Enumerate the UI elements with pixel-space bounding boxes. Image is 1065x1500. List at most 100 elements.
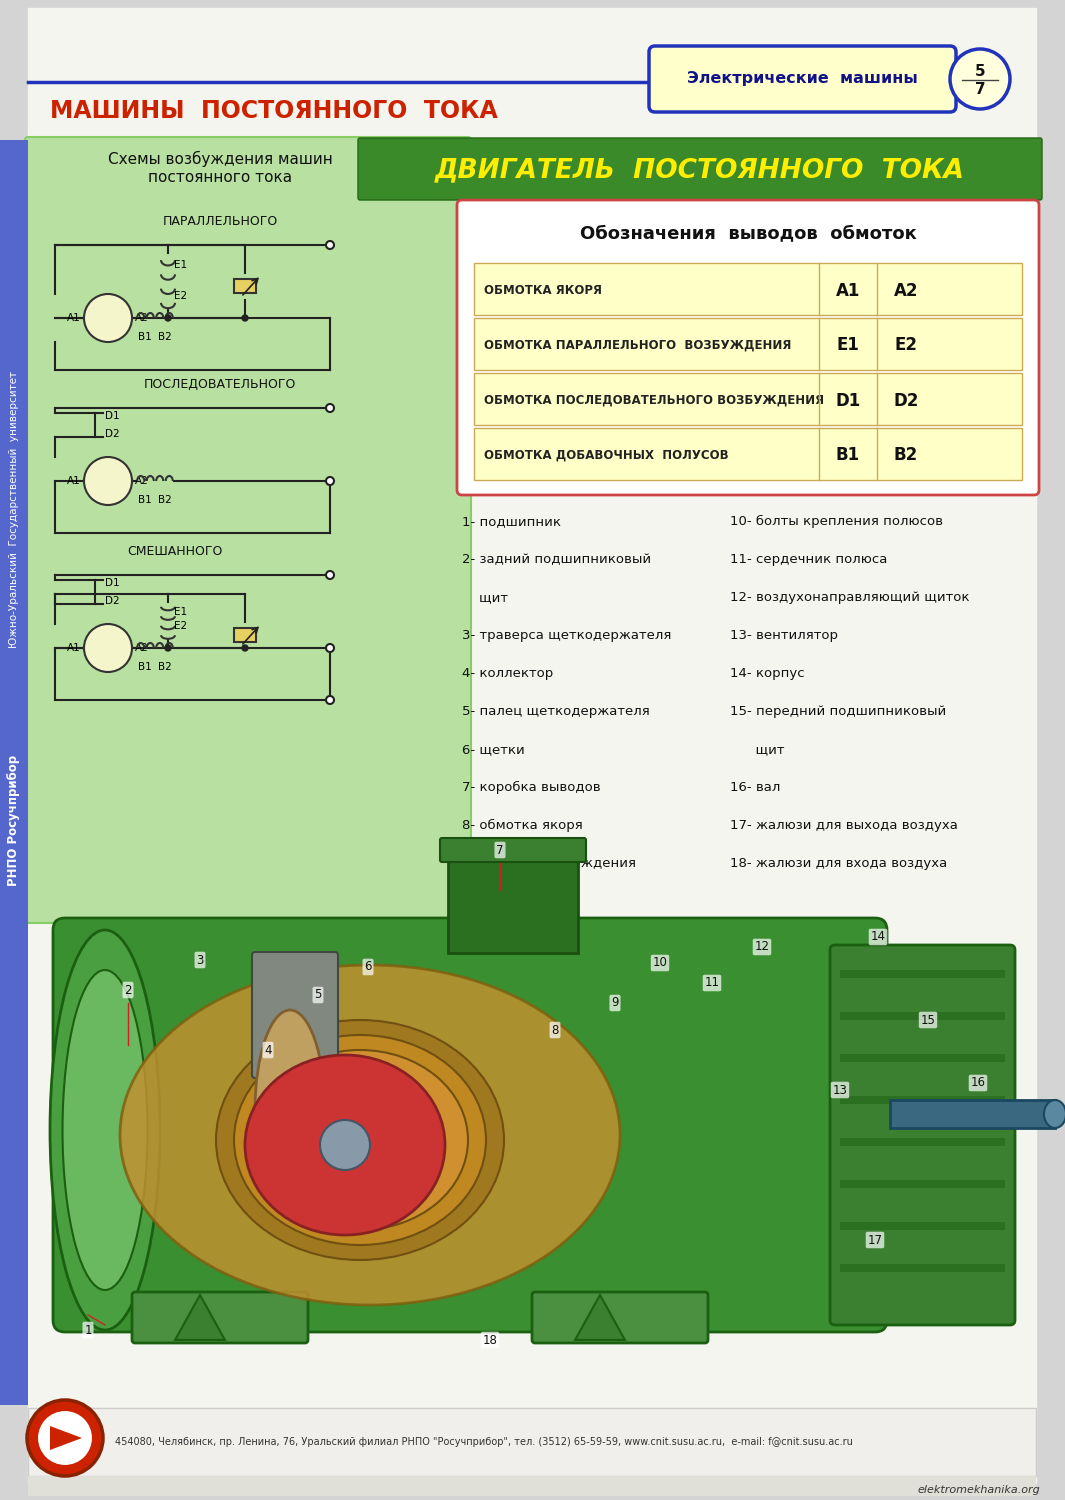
Ellipse shape: [120, 964, 620, 1305]
Text: D1: D1: [105, 411, 119, 422]
Text: 15- передний подшипниковый: 15- передний подшипниковый: [730, 705, 946, 718]
Text: B1: B1: [138, 495, 151, 506]
Text: D1: D1: [105, 578, 119, 588]
Bar: [840, 1138, 1005, 1146]
Text: 5- палец щеткодержателя: 5- палец щеткодержателя: [462, 705, 650, 718]
Circle shape: [242, 315, 248, 321]
Circle shape: [165, 645, 171, 651]
Text: 12: 12: [754, 940, 770, 954]
Text: A1: A1: [67, 476, 81, 486]
Text: В2: В2: [894, 447, 918, 465]
Bar: [474, 262, 1022, 315]
Text: 3- траверса щеткодержателя: 3- траверса щеткодержателя: [462, 628, 671, 642]
Bar: [890, 1100, 1055, 1128]
Text: 9: 9: [611, 996, 619, 1010]
Polygon shape: [175, 1294, 225, 1340]
Circle shape: [326, 696, 334, 703]
Text: E2: E2: [174, 621, 187, 632]
Text: 17: 17: [868, 1233, 883, 1246]
Bar: [0, 140, 28, 1406]
Circle shape: [326, 404, 334, 412]
Text: РНПО Росучприбор: РНПО Росучприбор: [7, 754, 20, 885]
Text: 454080, Челябинск, пр. Ленина, 76, Уральский филиал РНПО "Росучприбор", тел. (35: 454080, Челябинск, пр. Ленина, 76, Ураль…: [115, 1437, 853, 1448]
Ellipse shape: [63, 970, 147, 1290]
Text: 5: 5: [314, 988, 322, 1002]
Text: B2: B2: [158, 662, 171, 672]
Text: elektromekhanika.org: elektromekhanika.org: [917, 1485, 1041, 1496]
Bar: [448, 844, 578, 952]
Text: 4- коллектор: 4- коллектор: [462, 668, 553, 680]
Circle shape: [326, 242, 334, 249]
Text: ОБМОТКА ЯКОРЯ: ОБМОТКА ЯКОРЯ: [484, 284, 602, 297]
Bar: [474, 427, 1022, 480]
Text: 1: 1: [84, 1323, 92, 1336]
Text: В1: В1: [836, 447, 861, 465]
Text: 3: 3: [196, 954, 203, 966]
Text: E1: E1: [174, 260, 187, 270]
Text: A2: A2: [135, 314, 149, 322]
Text: A2: A2: [135, 476, 149, 486]
Ellipse shape: [216, 1020, 504, 1260]
Text: 1- подшипник: 1- подшипник: [462, 514, 561, 528]
Text: Электрические  машины: Электрические машины: [687, 72, 918, 87]
Circle shape: [326, 477, 334, 484]
Text: ПАРАЛЛЕЛЬНОГО: ПАРАЛЛЕЛЬНОГО: [162, 214, 278, 228]
Ellipse shape: [245, 1054, 445, 1234]
Text: 12- воздухонаправляющий щиток: 12- воздухонаправляющий щиток: [730, 591, 969, 604]
Text: A1: A1: [67, 314, 81, 322]
Text: 13: 13: [833, 1083, 848, 1096]
FancyBboxPatch shape: [532, 1292, 708, 1342]
FancyBboxPatch shape: [830, 945, 1015, 1324]
Circle shape: [27, 1400, 103, 1476]
Text: 8- обмотка якоря: 8- обмотка якоря: [462, 819, 583, 833]
Text: B2: B2: [158, 332, 171, 342]
Text: 4: 4: [264, 1044, 272, 1056]
Text: А1: А1: [836, 282, 861, 300]
Bar: [474, 318, 1022, 370]
Bar: [28, 1408, 1036, 1476]
Text: 7: 7: [974, 81, 985, 96]
Text: 14: 14: [870, 930, 885, 944]
Text: 5: 5: [974, 63, 985, 78]
Text: 16- вал: 16- вал: [730, 782, 781, 794]
Text: 7- коробка выводов: 7- коробка выводов: [462, 782, 601, 794]
FancyBboxPatch shape: [53, 918, 887, 1332]
Text: 18: 18: [482, 1334, 497, 1347]
Text: 8: 8: [552, 1023, 559, 1036]
Text: СМЕШАННОГО: СМЕШАННОГО: [128, 544, 223, 558]
Text: Е2: Е2: [895, 336, 918, 354]
Bar: [840, 1013, 1005, 1020]
Bar: [840, 1264, 1005, 1272]
Text: 9- обмотка возбуждения: 9- обмотка возбуждения: [462, 856, 636, 870]
Bar: [840, 1096, 1005, 1104]
Ellipse shape: [50, 930, 160, 1330]
Text: 16: 16: [970, 1077, 985, 1089]
Ellipse shape: [1044, 1100, 1065, 1128]
Text: 18- жалюзи для входа воздуха: 18- жалюзи для входа воздуха: [730, 856, 947, 870]
FancyBboxPatch shape: [252, 952, 338, 1078]
Text: A1: A1: [67, 644, 81, 652]
Bar: [840, 1180, 1005, 1188]
Text: МАШИНЫ  ПОСТОЯННОГО  ТОКА: МАШИНЫ ПОСТОЯННОГО ТОКА: [50, 99, 497, 123]
Text: Обозначения  выводов  обмоток: Обозначения выводов обмоток: [579, 224, 916, 242]
Circle shape: [326, 572, 334, 579]
Text: А2: А2: [894, 282, 918, 300]
Text: ОБМОТКА ПАРАЛЛЕЛЬНОГО  ВОЗБУЖДЕНИЯ: ОБМОТКА ПАРАЛЛЕЛЬНОГО ВОЗБУЖДЕНИЯ: [484, 339, 791, 352]
Circle shape: [165, 315, 171, 321]
Bar: [28, 1476, 1036, 1496]
Circle shape: [84, 624, 132, 672]
Text: ОБМОТКА ДОБАВОЧНЫХ  ПОЛУСОВ: ОБМОТКА ДОБАВОЧНЫХ ПОЛУСОВ: [484, 448, 728, 462]
Bar: [840, 1054, 1005, 1062]
Text: E2: E2: [174, 291, 187, 302]
Bar: [474, 374, 1022, 424]
Text: ДВИГАТЕЛЬ  ПОСТОЯННОГО  ТОКА: ДВИГАТЕЛЬ ПОСТОЯННОГО ТОКА: [436, 158, 965, 183]
Circle shape: [37, 1410, 93, 1466]
FancyBboxPatch shape: [440, 839, 586, 862]
Text: A2: A2: [135, 644, 149, 652]
Text: щит: щит: [462, 591, 508, 604]
Text: 10- болты крепления полюсов: 10- болты крепления полюсов: [730, 514, 943, 528]
Circle shape: [84, 294, 132, 342]
Text: ОБМОТКА ПОСЛЕДОВАТЕЛЬНОГО ВОЗБУЖДЕНИЯ: ОБМОТКА ПОСЛЕДОВАТЕЛЬНОГО ВОЗБУЖДЕНИЯ: [484, 394, 824, 406]
Circle shape: [326, 644, 334, 652]
Text: Е1: Е1: [837, 336, 859, 354]
